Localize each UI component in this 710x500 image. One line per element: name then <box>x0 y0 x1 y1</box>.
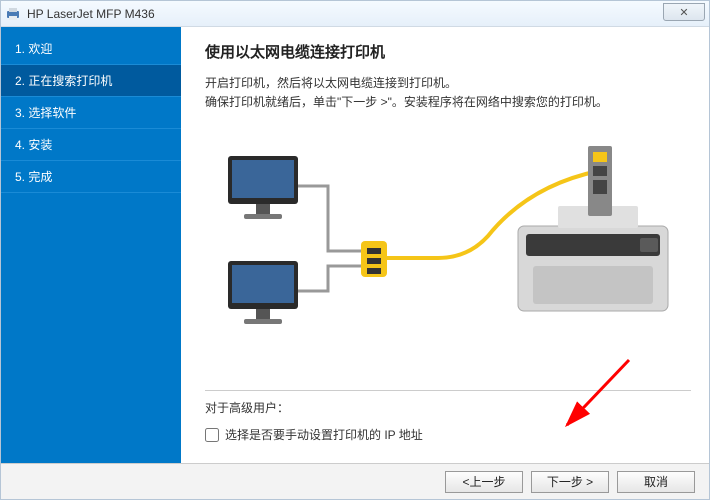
titlebar: HP LaserJet MFP M436 ✕ <box>1 1 709 27</box>
window-title: HP LaserJet MFP M436 <box>27 7 155 21</box>
sidebar-item-label: 1. 欢迎 <box>15 42 52 56</box>
main-content: 使用以太网电缆连接打印机 开启打印机，然后将以太网电缆连接到打印机。 确保打印机… <box>181 27 709 463</box>
instruction-line: 开启打印机，然后将以太网电缆连接到打印机。 <box>205 74 691 93</box>
close-icon: ✕ <box>679 6 688 19</box>
footer: <上一步 下一步 > 取消 <box>1 463 709 499</box>
sidebar-item-label: 3. 选择软件 <box>15 106 76 120</box>
window-close-button[interactable]: ✕ <box>663 3 705 21</box>
sidebar-item-install[interactable]: 4. 安装 <box>1 129 181 161</box>
sidebar-item-label: 5. 完成 <box>15 170 52 184</box>
sidebar-item-welcome[interactable]: 1. 欢迎 <box>1 33 181 65</box>
page-heading: 使用以太网电缆连接打印机 <box>205 41 691 62</box>
sidebar-item-select-software[interactable]: 3. 选择软件 <box>1 97 181 129</box>
installer-window: HP LaserJet MFP M436 ✕ 1. 欢迎 2. 正在搜索打印机 … <box>0 0 710 500</box>
manual-ip-row: 选择是否要手动设置打印机的 IP 地址 <box>205 426 691 443</box>
manual-ip-label: 选择是否要手动设置打印机的 IP 地址 <box>225 426 423 443</box>
connection-diagram <box>205 124 691 378</box>
advanced-users-label: 对于高级用户： <box>205 399 691 416</box>
back-button[interactable]: <上一步 <box>445 471 523 493</box>
sidebar-item-finish[interactable]: 5. 完成 <box>1 161 181 193</box>
sidebar-item-searching[interactable]: 2. 正在搜索打印机 <box>1 65 181 97</box>
app-icon <box>5 6 21 22</box>
instruction-line: 确保打印机就绪后，单击"下一步 >"。安装程序将在网络中搜索您的打印机。 <box>205 93 691 112</box>
network-diagram-icon <box>205 136 691 366</box>
sidebar-item-label: 4. 安装 <box>15 138 52 152</box>
next-button[interactable]: 下一步 > <box>531 471 609 493</box>
cancel-button[interactable]: 取消 <box>617 471 695 493</box>
sidebar-item-label: 2. 正在搜索打印机 <box>15 74 112 88</box>
window-body: 1. 欢迎 2. 正在搜索打印机 3. 选择软件 4. 安装 5. 完成 使用以… <box>1 27 709 463</box>
sidebar: 1. 欢迎 2. 正在搜索打印机 3. 选择软件 4. 安装 5. 完成 <box>1 27 181 463</box>
manual-ip-checkbox[interactable] <box>205 428 219 442</box>
instructions: 开启打印机，然后将以太网电缆连接到打印机。 确保打印机就绪后，单击"下一步 >"… <box>205 74 691 112</box>
divider <box>205 390 691 391</box>
